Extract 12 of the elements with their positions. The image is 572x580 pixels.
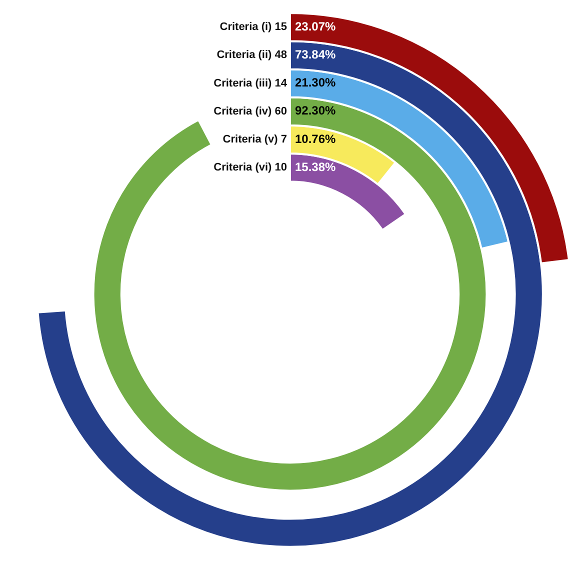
- data-label: 92.30%: [295, 104, 336, 118]
- category-label: Criteria (i) 15: [220, 21, 287, 34]
- category-label: Criteria (vi) 10: [214, 162, 287, 174]
- data-label: 10.76%: [295, 132, 336, 146]
- data-label: 15.38%: [295, 160, 336, 174]
- category-label: Criteria (v) 7: [222, 133, 287, 146]
- data-label: 23.07%: [295, 19, 336, 34]
- data-label: 21.30%: [295, 76, 336, 90]
- category-label: Criteria (iii) 14: [214, 77, 288, 90]
- category-label: Criteria (iv) 60: [214, 105, 287, 118]
- data-label: 73.84%: [295, 47, 336, 62]
- category-label: Criteria (ii) 48: [216, 49, 287, 62]
